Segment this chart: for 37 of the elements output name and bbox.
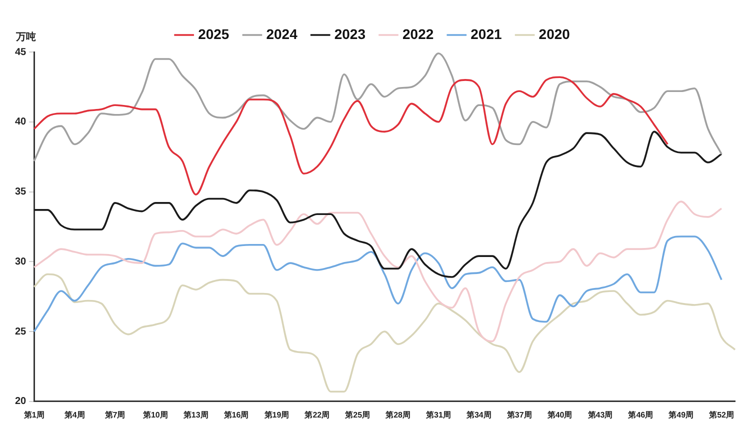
x-tick-label: 第40周 [546, 410, 572, 420]
x-tick-label: 第22周 [304, 410, 330, 420]
x-tick-label: 第16周 [222, 410, 249, 420]
x-tick-label: 第34周 [465, 410, 492, 420]
y-tick-label: 30 [15, 256, 27, 268]
y-axis-title: 万吨 [15, 30, 36, 43]
x-tick-label: 第49周 [668, 410, 694, 420]
x-tick-label: 第7周 [104, 410, 126, 420]
x-tick-label: 第13周 [182, 410, 208, 420]
x-tick-label: 第1周 [22, 410, 44, 420]
legend-label: 2024 [266, 26, 298, 42]
y-tick-label: 40 [15, 116, 27, 128]
x-tick-label: 第25周 [344, 410, 370, 420]
x-tick-label: 第52周 [708, 410, 734, 420]
x-tick-label: 第28周 [384, 410, 410, 420]
legend-label: 2025 [198, 26, 230, 42]
x-tick-label: 第46周 [627, 410, 654, 420]
legend-label: 2020 [538, 26, 570, 42]
line-series [33, 52, 722, 162]
line-series [33, 200, 722, 342]
legend-label: 2022 [402, 26, 434, 42]
y-tick-label: 35 [15, 186, 27, 198]
legend-label: 2023 [334, 26, 366, 42]
line-series [33, 273, 736, 393]
y-tick-label: 20 [15, 396, 27, 408]
line-series [33, 236, 722, 332]
x-tick-label: 第31周 [425, 410, 451, 420]
x-tick-label: 第43周 [586, 410, 613, 420]
x-tick-label: 第37周 [506, 410, 532, 420]
y-tick-label: 25 [15, 326, 27, 338]
x-tick-label: 第19周 [263, 410, 290, 420]
line-series [33, 76, 669, 196]
x-tick-label: 第4周 [63, 410, 85, 420]
y-tick-label: 45 [15, 46, 27, 58]
x-tick-label: 第10周 [142, 410, 168, 420]
legend-label: 2021 [470, 26, 502, 42]
line-series [33, 130, 722, 278]
